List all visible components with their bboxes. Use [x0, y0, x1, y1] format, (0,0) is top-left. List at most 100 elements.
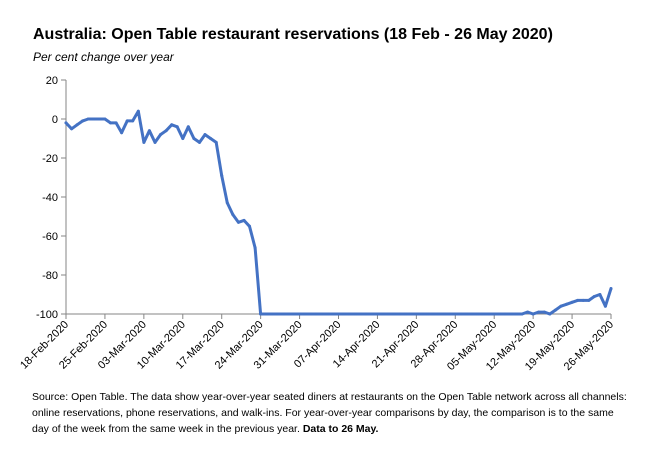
y-tick-label: 0 [52, 114, 58, 126]
data-point [481, 312, 485, 316]
data-point [387, 312, 391, 316]
data-point [353, 312, 357, 316]
data-point [314, 312, 318, 316]
data-point [576, 298, 580, 302]
data-point [503, 312, 507, 316]
data-point [459, 312, 463, 316]
x-axis: 18-Feb-202025-Feb-202003-Mar-202010-Mar-… [18, 313, 616, 373]
data-point [225, 201, 229, 205]
data-point [370, 312, 374, 316]
data-point [520, 312, 524, 316]
data-point [70, 127, 74, 131]
data-point [403, 312, 407, 316]
data-point [559, 304, 563, 308]
data-point [476, 312, 479, 316]
data-point [565, 302, 568, 306]
data-point [309, 312, 313, 316]
data-point [375, 312, 379, 316]
data-point [298, 312, 302, 316]
data-point [236, 220, 240, 224]
data-point [142, 140, 146, 144]
data-point [509, 312, 513, 316]
data-point [537, 310, 541, 314]
data-point [392, 312, 396, 316]
data-point [553, 308, 557, 312]
data-point [153, 140, 157, 144]
data-point [531, 312, 535, 316]
data-point [448, 312, 452, 316]
series-line [64, 109, 613, 316]
data-point [181, 137, 185, 140]
data-point [409, 312, 413, 316]
data-point [320, 312, 324, 316]
data-point [220, 174, 224, 178]
data-point [609, 287, 613, 291]
data-point [331, 312, 335, 316]
data-point [348, 312, 352, 316]
data-point [186, 125, 190, 129]
source-data-note: Data to 26 May. [302, 423, 379, 435]
data-point [364, 312, 368, 316]
data-point [437, 312, 441, 316]
data-point [86, 117, 90, 121]
data-point [337, 312, 340, 316]
data-point [420, 312, 424, 316]
data-point [453, 312, 457, 316]
data-point [464, 312, 468, 316]
data-point [492, 312, 496, 316]
data-point [209, 137, 213, 140]
data-point [259, 312, 263, 316]
data-point [136, 109, 140, 113]
data-point [81, 119, 85, 123]
y-tick-label: -60 [42, 231, 58, 243]
data-point [109, 121, 112, 125]
data-point [214, 140, 218, 144]
chart-title: Australia: Open Table restaurant reserva… [33, 26, 553, 43]
data-point [286, 312, 290, 316]
data-point [542, 310, 546, 314]
data-point [359, 312, 363, 316]
data-point [487, 312, 491, 316]
data-point [526, 310, 530, 314]
data-point [548, 312, 552, 316]
data-point [587, 298, 591, 302]
data-point [164, 129, 168, 133]
data-point [581, 298, 585, 302]
data-point [426, 312, 429, 316]
data-point [381, 312, 385, 316]
y-tick-label: -100 [36, 309, 58, 321]
source-text: Source: Open Table. The data show year-o… [32, 391, 627, 435]
data-point [470, 312, 474, 316]
data-point [114, 121, 118, 125]
data-point [203, 133, 207, 137]
data-point [431, 312, 435, 316]
data-point [125, 119, 129, 123]
series-group [64, 109, 613, 316]
data-point [147, 129, 151, 133]
data-point [570, 300, 574, 304]
source-note: Source: Open Table. The data show year-o… [32, 389, 632, 437]
data-point [248, 224, 251, 228]
data-point [342, 312, 346, 316]
data-point [253, 246, 257, 250]
data-point [398, 312, 402, 316]
data-point [515, 312, 518, 316]
data-point [131, 119, 135, 123]
data-point [592, 295, 596, 298]
data-point [103, 117, 107, 121]
data-point [603, 304, 607, 308]
data-point [442, 312, 446, 316]
data-point [120, 131, 124, 135]
data-point [231, 213, 235, 216]
chart-subtitle: Per cent change over year [33, 50, 175, 64]
y-tick-label: -20 [42, 153, 58, 165]
data-point [242, 218, 246, 222]
data-point [270, 312, 274, 316]
data-point [64, 121, 68, 125]
data-point [325, 312, 329, 316]
data-point [175, 125, 179, 129]
y-tick-label: -40 [42, 192, 58, 204]
data-point [281, 312, 285, 316]
y-tick-label: 20 [46, 75, 58, 87]
